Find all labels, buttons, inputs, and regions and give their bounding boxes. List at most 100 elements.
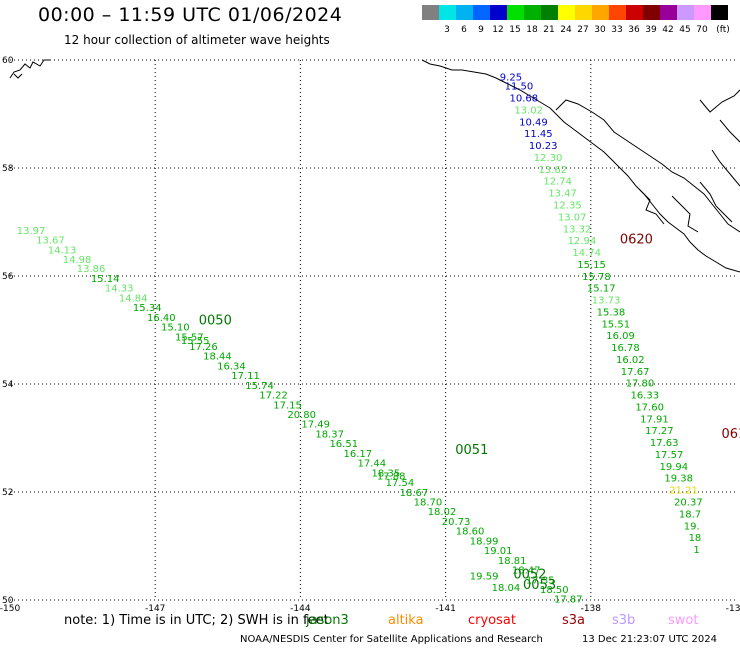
legend-unit: (ft) xyxy=(716,25,730,35)
swh-value-label: 18.37 xyxy=(315,429,344,440)
alaska-coast-west-2 xyxy=(13,73,23,79)
lon-tick-label: -135 xyxy=(726,604,740,614)
legend-swatch xyxy=(439,5,456,20)
legend-swatch xyxy=(711,5,728,20)
lat-tick-label: 58 xyxy=(2,164,14,174)
swh-value-label: 18.47 xyxy=(512,566,541,577)
pass-number-label: 0620 xyxy=(620,233,653,248)
swh-value-label: 14.84 xyxy=(119,293,148,304)
swh-value-label: 13.32 xyxy=(563,224,592,235)
swh-value-label: 10.68 xyxy=(509,94,538,105)
swh-value-label: 13.73 xyxy=(592,296,621,307)
swh-value-label: 18.02 xyxy=(428,507,457,518)
legend-swatch xyxy=(524,5,541,20)
coastline xyxy=(9,59,740,273)
swh-value-label: 17.88 xyxy=(377,472,406,483)
swh-value-label: 19.94 xyxy=(660,462,689,473)
swh-value-label: 20.80 xyxy=(287,410,316,421)
legend-label: 30 xyxy=(594,25,606,35)
swh-value-label: 17.22 xyxy=(259,391,288,402)
alaska-coast-inner xyxy=(555,99,740,233)
swh-value-label: 15.74 xyxy=(245,381,274,392)
swh-value-label: 11.45 xyxy=(524,129,553,140)
swh-value-label: 15.78 xyxy=(582,272,611,283)
alaska-coast-west xyxy=(9,59,51,79)
swh-value-label: 17.80 xyxy=(626,379,655,390)
swh-value-label: 19.01 xyxy=(484,546,513,557)
legend-swatch xyxy=(541,5,558,20)
swh-value-label: 18 xyxy=(689,533,702,544)
swh-value-label: 18.04 xyxy=(492,583,521,594)
swh-value-label: 14.13 xyxy=(48,245,77,256)
legend-label: 33 xyxy=(611,25,623,35)
swh-value-label: 17.44 xyxy=(358,459,387,470)
swh-value-label: 17.60 xyxy=(635,402,664,413)
pass-number-label: 0053 xyxy=(523,578,556,593)
satellite-label-swot: swot xyxy=(668,613,699,628)
legend-swatch xyxy=(660,5,677,20)
swh-value-label: 18.50 xyxy=(540,585,569,596)
swh-value-label: 16.09 xyxy=(606,331,635,342)
legend-label: 18 xyxy=(526,25,538,35)
legend-label: 24 xyxy=(560,25,572,35)
satellite-label-cryosat: cryosat xyxy=(468,613,516,628)
swh-value-label: 18.99 xyxy=(470,536,499,547)
swh-value-label: 18.7 xyxy=(679,509,701,520)
swh-value-label: 17.15 xyxy=(273,400,302,411)
legend-swatch xyxy=(694,5,711,20)
swh-value-label: 15.51 xyxy=(601,319,630,330)
pass-number-label: 0050 xyxy=(199,314,232,329)
satellite-label-s3b: s3b xyxy=(612,613,636,628)
swh-value-label: 19.38 xyxy=(664,474,693,485)
swh-value-label: 16.78 xyxy=(611,343,640,354)
swh-value-label: 17.26 xyxy=(189,342,218,353)
legend-swatch xyxy=(473,5,490,20)
credit-line: NOAA/NESDIS Center for Satellite Applica… xyxy=(240,634,543,645)
legend-label: 9 xyxy=(478,25,484,35)
legend-label: 39 xyxy=(645,25,657,35)
legend-label: 3 xyxy=(444,25,450,35)
swh-value-label: 15.57 xyxy=(175,332,204,343)
legend-swatch xyxy=(626,5,643,20)
swh-value-label: 18.70 xyxy=(414,498,443,509)
legend-label: 27 xyxy=(577,25,589,35)
swh-value-label: 17.27 xyxy=(645,426,674,437)
legend-swatch xyxy=(558,5,575,20)
lat-tick-label: 56 xyxy=(2,272,14,282)
alaska-coast-gulf xyxy=(421,59,740,273)
legend-label: 45 xyxy=(679,25,691,35)
swh-value-label: 12.35 xyxy=(553,201,582,212)
legend-swatch xyxy=(677,5,694,20)
lon-tick-label: -138 xyxy=(581,604,602,614)
satellite-label-jason3: jason3 xyxy=(306,613,349,628)
legend-swatch xyxy=(643,5,660,20)
swh-value-label: 16.17 xyxy=(343,449,372,460)
legend-swatch xyxy=(609,5,626,20)
legend-label: 12 xyxy=(492,25,504,35)
legend-swatch xyxy=(507,5,524,20)
legend-label: 15 xyxy=(509,25,521,35)
swh-value-label: 14.98 xyxy=(63,255,92,266)
swh-value-label: 16.40 xyxy=(147,313,176,324)
swh-value-label: 11.50 xyxy=(505,82,534,93)
legend-swatch xyxy=(490,5,507,20)
swh-value-label: 17.91 xyxy=(640,414,669,425)
swh-value-label: 12.30 xyxy=(534,153,563,164)
legend-swatch xyxy=(422,5,439,20)
lat-tick-label: 60 xyxy=(2,56,14,66)
swh-value-label: 18.81 xyxy=(498,556,527,567)
swh-value-label: 13.62 xyxy=(539,165,568,176)
swh-value-label: 14.33 xyxy=(105,284,134,295)
swh-value-label: 19.59 xyxy=(470,571,499,582)
footer-note: note: 1) Time is in UTC; 2) SWH is in fe… xyxy=(64,613,329,628)
swh-value-label: 15.10 xyxy=(161,323,190,334)
swh-value-label: 14.74 xyxy=(572,248,601,259)
swh-value-label: 12.74 xyxy=(543,177,572,188)
swh-value-label: 18.60 xyxy=(456,527,485,538)
swh-value-label: 15.38 xyxy=(597,307,626,318)
swh-value-label: 17.35 xyxy=(526,575,555,586)
swh-value-label: 18.67 xyxy=(400,488,429,499)
legend-swatch xyxy=(592,5,609,20)
pass-number-label: 0052 xyxy=(513,567,546,582)
